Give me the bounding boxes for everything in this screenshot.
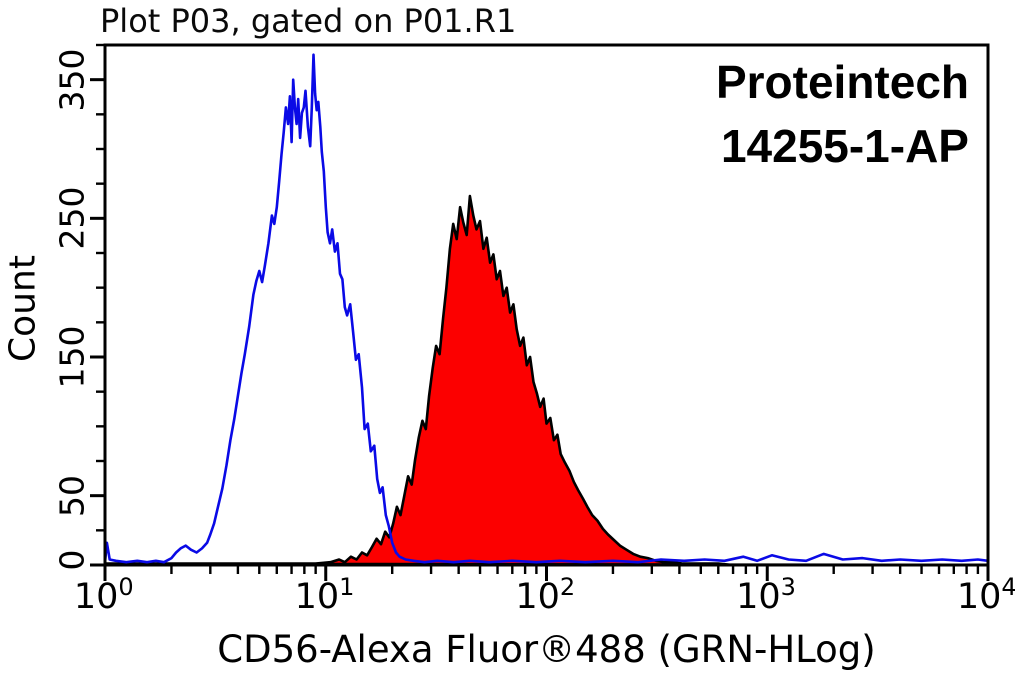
stained-sample-curve <box>103 194 990 567</box>
y-tick-label: 250 <box>52 186 92 250</box>
antibody-annotation: Proteintech 14255-1-AP <box>716 50 969 178</box>
y-tick-label: 0 <box>52 549 92 571</box>
y-tick-label: 50 <box>52 474 92 517</box>
x-tick-label: 102 <box>515 573 576 617</box>
control-curve <box>103 53 989 564</box>
x-axis-title: CD56-Alexa Fluor®488 (GRN-HLog) <box>217 628 876 671</box>
x-tick-label: 101 <box>294 573 355 617</box>
x-tick-label: 100 <box>73 573 134 617</box>
y-tick-label: 150 <box>52 325 92 389</box>
y-tick-label: 350 <box>52 48 92 112</box>
annotation-vendor: Proteintech <box>715 56 969 108</box>
y-axis-title: Count <box>2 255 44 362</box>
x-tick-label: 103 <box>736 573 796 617</box>
annotation-catalog-number: 14255-1-AP <box>720 120 969 172</box>
plot-title: Plot P03, gated on P01.R1 <box>100 2 517 40</box>
x-tick-label: 104 <box>956 573 1015 617</box>
